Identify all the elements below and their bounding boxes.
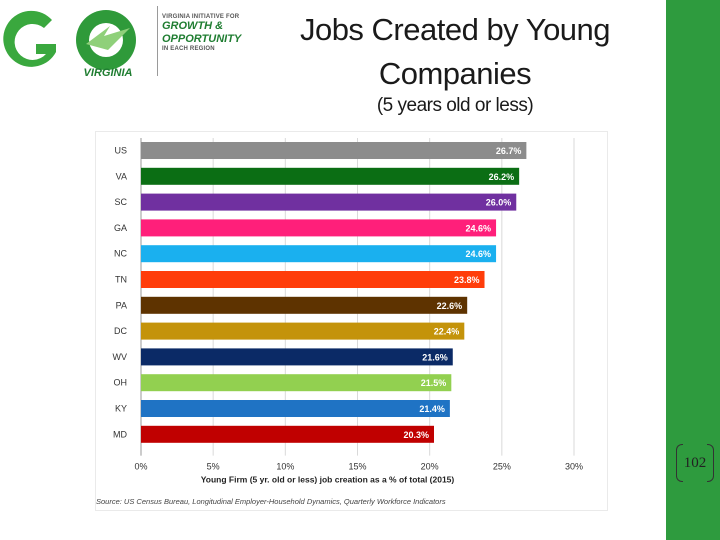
category-label: US — [114, 146, 127, 156]
category-label: SC — [114, 197, 127, 207]
value-label: 26.0% — [486, 198, 512, 208]
x-tick-label: 15% — [348, 462, 366, 472]
x-tick-label: 20% — [421, 462, 439, 472]
category-label: DC — [114, 326, 127, 336]
category-label: VA — [116, 171, 127, 181]
bar-md — [141, 425, 434, 443]
value-label: 21.6% — [422, 352, 448, 362]
value-label: 26.7% — [496, 146, 522, 156]
chart-source: Source: US Census Bureau, Longitudinal E… — [96, 497, 446, 506]
value-label: 21.4% — [419, 404, 445, 414]
value-label: 22.6% — [437, 301, 463, 311]
bar-ga — [141, 219, 497, 237]
slide-title: Jobs Created by Young Companies — [299, 12, 611, 91]
bar-oh — [141, 374, 452, 392]
go-virginia-logo: VIRGINIA VIRGINIA INITIATIVE FOR GROWTH … — [0, 0, 260, 82]
value-label: 20.3% — [403, 430, 429, 440]
category-label: OH — [114, 378, 128, 388]
right-green-bar — [666, 0, 720, 540]
bar-us — [141, 142, 527, 159]
logo-text: VIRGINIA INITIATIVE FOR GROWTH & OPPORTU… — [162, 14, 262, 52]
page-number: 102 — [676, 444, 714, 482]
value-label: 22.4% — [434, 327, 460, 337]
go-logo-graphic: VIRGINIA — [3, 10, 136, 79]
category-label: KY — [115, 404, 127, 414]
bar-pa — [141, 296, 468, 314]
bar-dc — [141, 322, 465, 340]
value-label: 24.6% — [466, 249, 492, 259]
category-label: NC — [114, 249, 127, 259]
value-label: 23.8% — [454, 275, 480, 285]
bar-va — [141, 167, 520, 185]
logo-line1: VIRGINIA INITIATIVE FOR — [162, 14, 240, 20]
value-label: 24.6% — [466, 223, 492, 233]
category-label: GA — [114, 223, 127, 233]
x-tick-label: 5% — [207, 462, 220, 472]
chart-container: 0% 5% 10% 15% 20% 25% 30% US 26.7% VA 26.2% SC 26.0%… — [95, 131, 608, 511]
bar-sc — [141, 193, 517, 211]
value-label: 26.2% — [489, 172, 515, 182]
logo-line4: IN EACH REGION — [162, 46, 215, 52]
bar-chart: 0% 5% 10% 15% 20% 25% 30% US 26.7% VA 26.2% SC 26.0%… — [113, 138, 583, 485]
x-tick-label: 30% — [565, 462, 583, 472]
category-label: MD — [113, 429, 127, 439]
category-label: TN — [115, 275, 127, 285]
logo-virginia: VIRGINIA — [84, 67, 133, 79]
category-label: PA — [116, 300, 127, 310]
category-label: WV — [113, 352, 128, 362]
value-label: 21.5% — [421, 378, 447, 388]
x-axis-label: Young Firm (5 yr. old or less) job creat… — [201, 475, 455, 485]
bar-wv — [141, 348, 453, 366]
slide-subtitle: (5 years old or less) — [376, 95, 534, 116]
bar-ky — [141, 400, 450, 417]
bar-nc — [141, 245, 497, 263]
bar-tn — [141, 271, 485, 288]
logo-line2: GROWTH & — [162, 20, 224, 32]
logo-divider — [157, 6, 158, 76]
logo-line3: OPPORTUNITY — [162, 33, 242, 45]
x-tick-label: 25% — [493, 462, 511, 472]
x-tick-label: 10% — [276, 462, 294, 472]
x-tick-label: 0% — [134, 462, 147, 472]
